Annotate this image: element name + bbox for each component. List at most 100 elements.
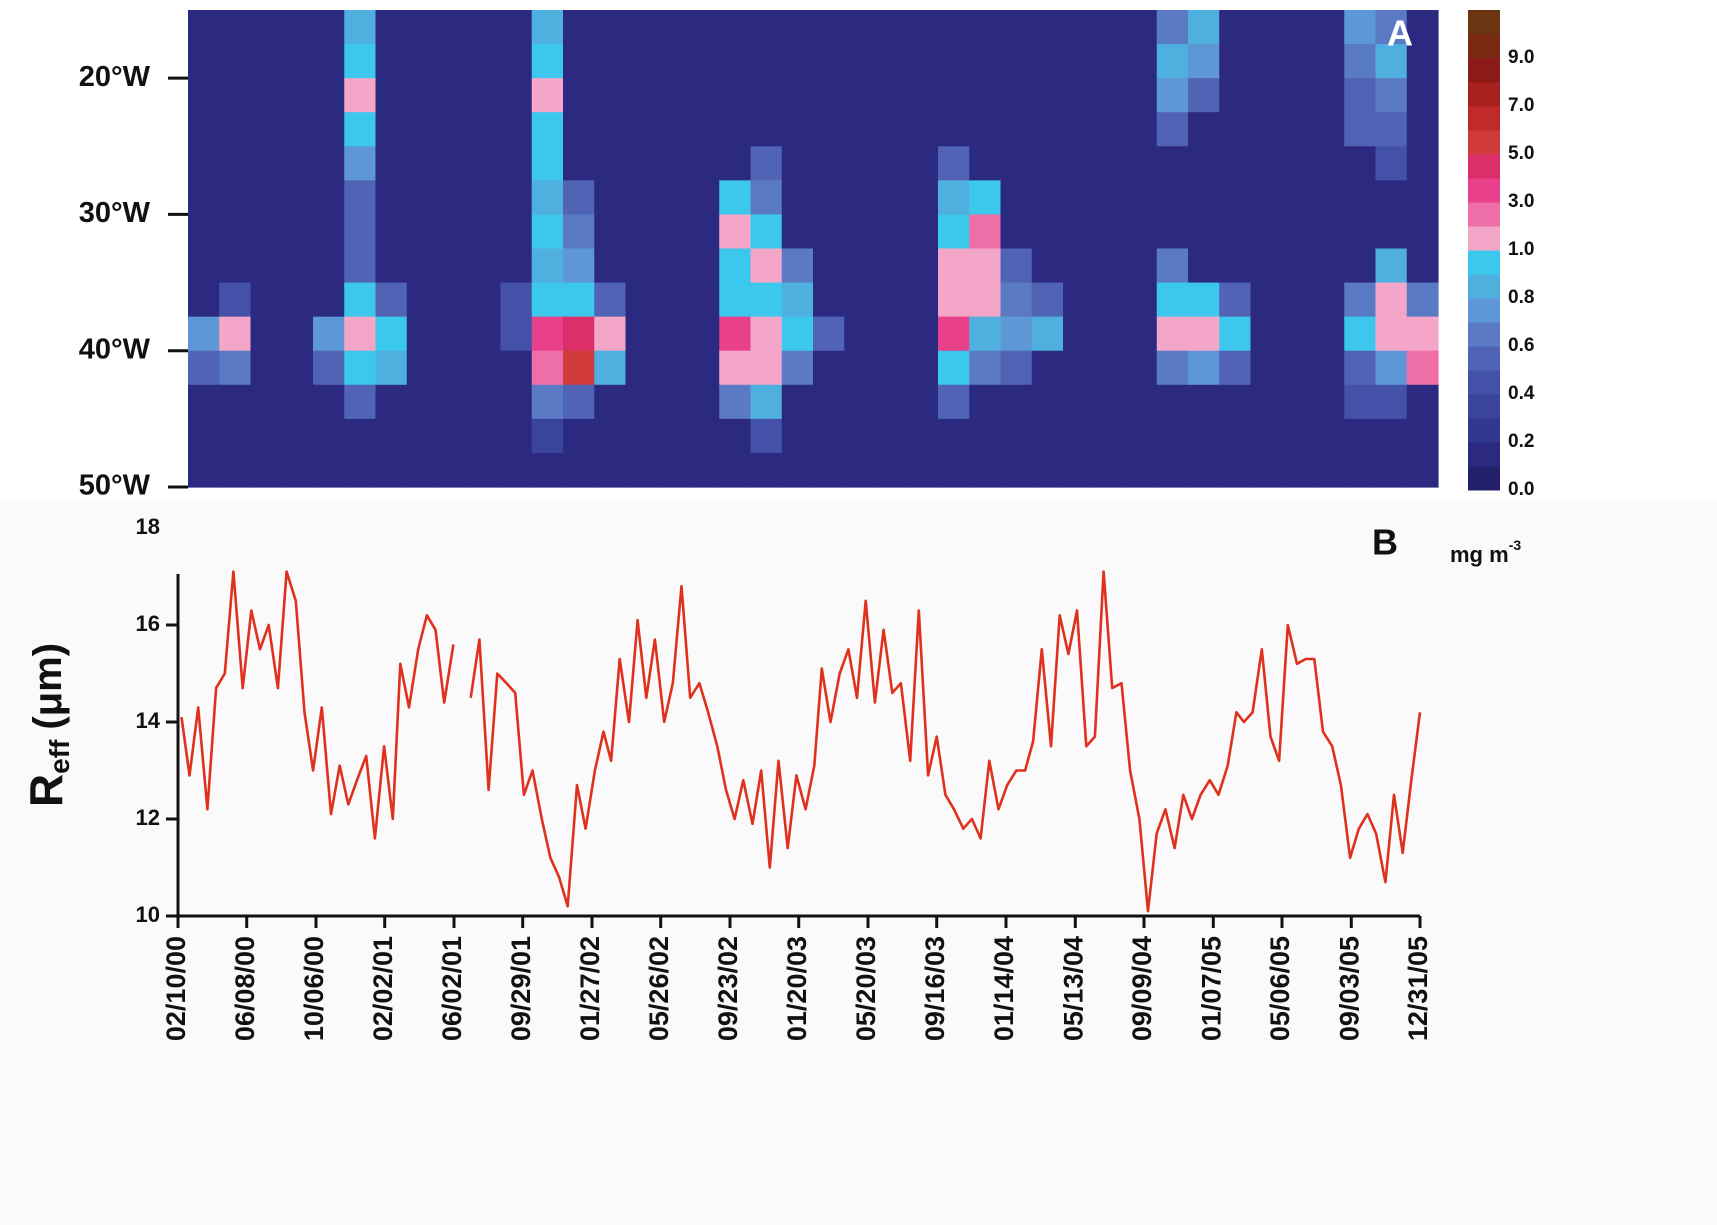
heat-cell: [656, 10, 689, 45]
heat-cell: [1031, 214, 1064, 250]
heat-cell: [875, 214, 908, 250]
heat-cell: [344, 180, 377, 216]
y-tick-label: 18: [136, 514, 160, 539]
heat-cell: [563, 44, 595, 79]
heat-cell: [656, 248, 689, 284]
heat-cell: [1125, 452, 1158, 488]
heat-cell: [1219, 146, 1252, 181]
y-title-unit: (μm): [26, 643, 70, 730]
heat-cell: [1344, 214, 1377, 250]
heat-cell: [188, 350, 220, 386]
heat-cell: [281, 214, 314, 250]
heat-cell: [219, 112, 252, 147]
heat-cell: [1344, 112, 1377, 147]
heat-cell: [406, 248, 439, 284]
x-tick-label: 06/08/00: [230, 936, 260, 1041]
heat-cell: [625, 44, 658, 79]
heat-cell: [1094, 316, 1127, 352]
heat-cell: [625, 112, 658, 147]
x-tick-label: 09/09/04: [1127, 936, 1157, 1041]
heat-cell: [313, 214, 345, 250]
heat-cell: [1156, 384, 1189, 420]
colorbar-band: [1468, 274, 1500, 299]
heat-cell: [1031, 10, 1064, 45]
heat-cell: [906, 248, 939, 284]
heat-cell: [250, 10, 283, 45]
heat-cell: [438, 180, 470, 216]
panel-label: B: [1372, 522, 1398, 563]
heat-cell: [1375, 78, 1408, 113]
heat-cell: [844, 214, 877, 250]
heat-cell: [938, 282, 970, 318]
heat-cell: [1094, 78, 1127, 113]
heat-cell: [1313, 44, 1345, 79]
x-tick-label: 02/10/00: [161, 936, 191, 1041]
heat-cell: [750, 180, 783, 216]
heat-cell: [1094, 44, 1127, 79]
heat-cell: [875, 112, 908, 147]
heat-cell: [1281, 10, 1314, 45]
heat-cell: [344, 316, 377, 352]
heat-cell: [1313, 452, 1345, 488]
heat-cell: [1188, 180, 1220, 216]
heat-cell: [1125, 316, 1158, 352]
heat-cell: [438, 214, 470, 250]
heat-cell: [844, 44, 877, 79]
heat-cell: [1063, 180, 1095, 216]
heat-cell: [281, 452, 314, 488]
heat-cell: [438, 248, 470, 284]
heat-cell: [1000, 214, 1033, 250]
heat-cell: [313, 112, 345, 147]
heat-cell: [1406, 10, 1439, 45]
heat-cell: [594, 248, 627, 284]
heat-cell: [688, 146, 720, 181]
heat-cell: [1406, 112, 1439, 147]
heat-cell: [1250, 384, 1283, 420]
heat-cell: [1188, 384, 1220, 420]
heat-cell: [1250, 112, 1283, 147]
heat-cell: [188, 180, 220, 216]
heat-cell: [719, 180, 752, 216]
heat-cell: [1313, 316, 1345, 352]
colorbar-band: [1468, 130, 1500, 155]
heat-cell: [1250, 282, 1283, 318]
colorbar-band: [1468, 106, 1500, 131]
heat-cell: [875, 146, 908, 181]
heat-cell: [688, 418, 720, 454]
heat-cell: [1219, 384, 1252, 420]
heat-cell: [500, 452, 533, 488]
heat-cell: [1125, 350, 1158, 386]
heat-cell: [688, 10, 720, 45]
heat-cell: [1063, 350, 1095, 386]
heat-cell: [250, 214, 283, 250]
heat-cell: [750, 10, 783, 45]
heat-cell: [1219, 44, 1252, 79]
heat-cell: [750, 452, 783, 488]
heat-cell: [781, 248, 814, 284]
heat-cell: [625, 214, 658, 250]
heat-cell: [719, 316, 752, 352]
heat-cell: [594, 180, 627, 216]
heat-cell: [1281, 44, 1314, 79]
heat-cell: [1188, 10, 1220, 45]
heat-cell: [1063, 316, 1095, 352]
heat-cell: [500, 282, 533, 318]
heat-cell: [438, 112, 470, 147]
heat-cell: [1125, 10, 1158, 45]
heat-cell: [1281, 452, 1314, 488]
heat-cell: [188, 214, 220, 250]
heat-cell: [1125, 180, 1158, 216]
heat-cell: [719, 78, 752, 113]
heat-cell: [250, 452, 283, 488]
heat-cell: [750, 350, 783, 386]
heat-cell: [1250, 418, 1283, 454]
heat-cell: [281, 78, 314, 113]
heat-cell: [813, 384, 845, 420]
heat-cell: [469, 78, 502, 113]
heat-cell: [719, 112, 752, 147]
heat-cell: [938, 418, 970, 454]
heat-cell: [500, 384, 533, 420]
heat-cell: [1156, 248, 1189, 284]
heat-cell: [969, 384, 1002, 420]
